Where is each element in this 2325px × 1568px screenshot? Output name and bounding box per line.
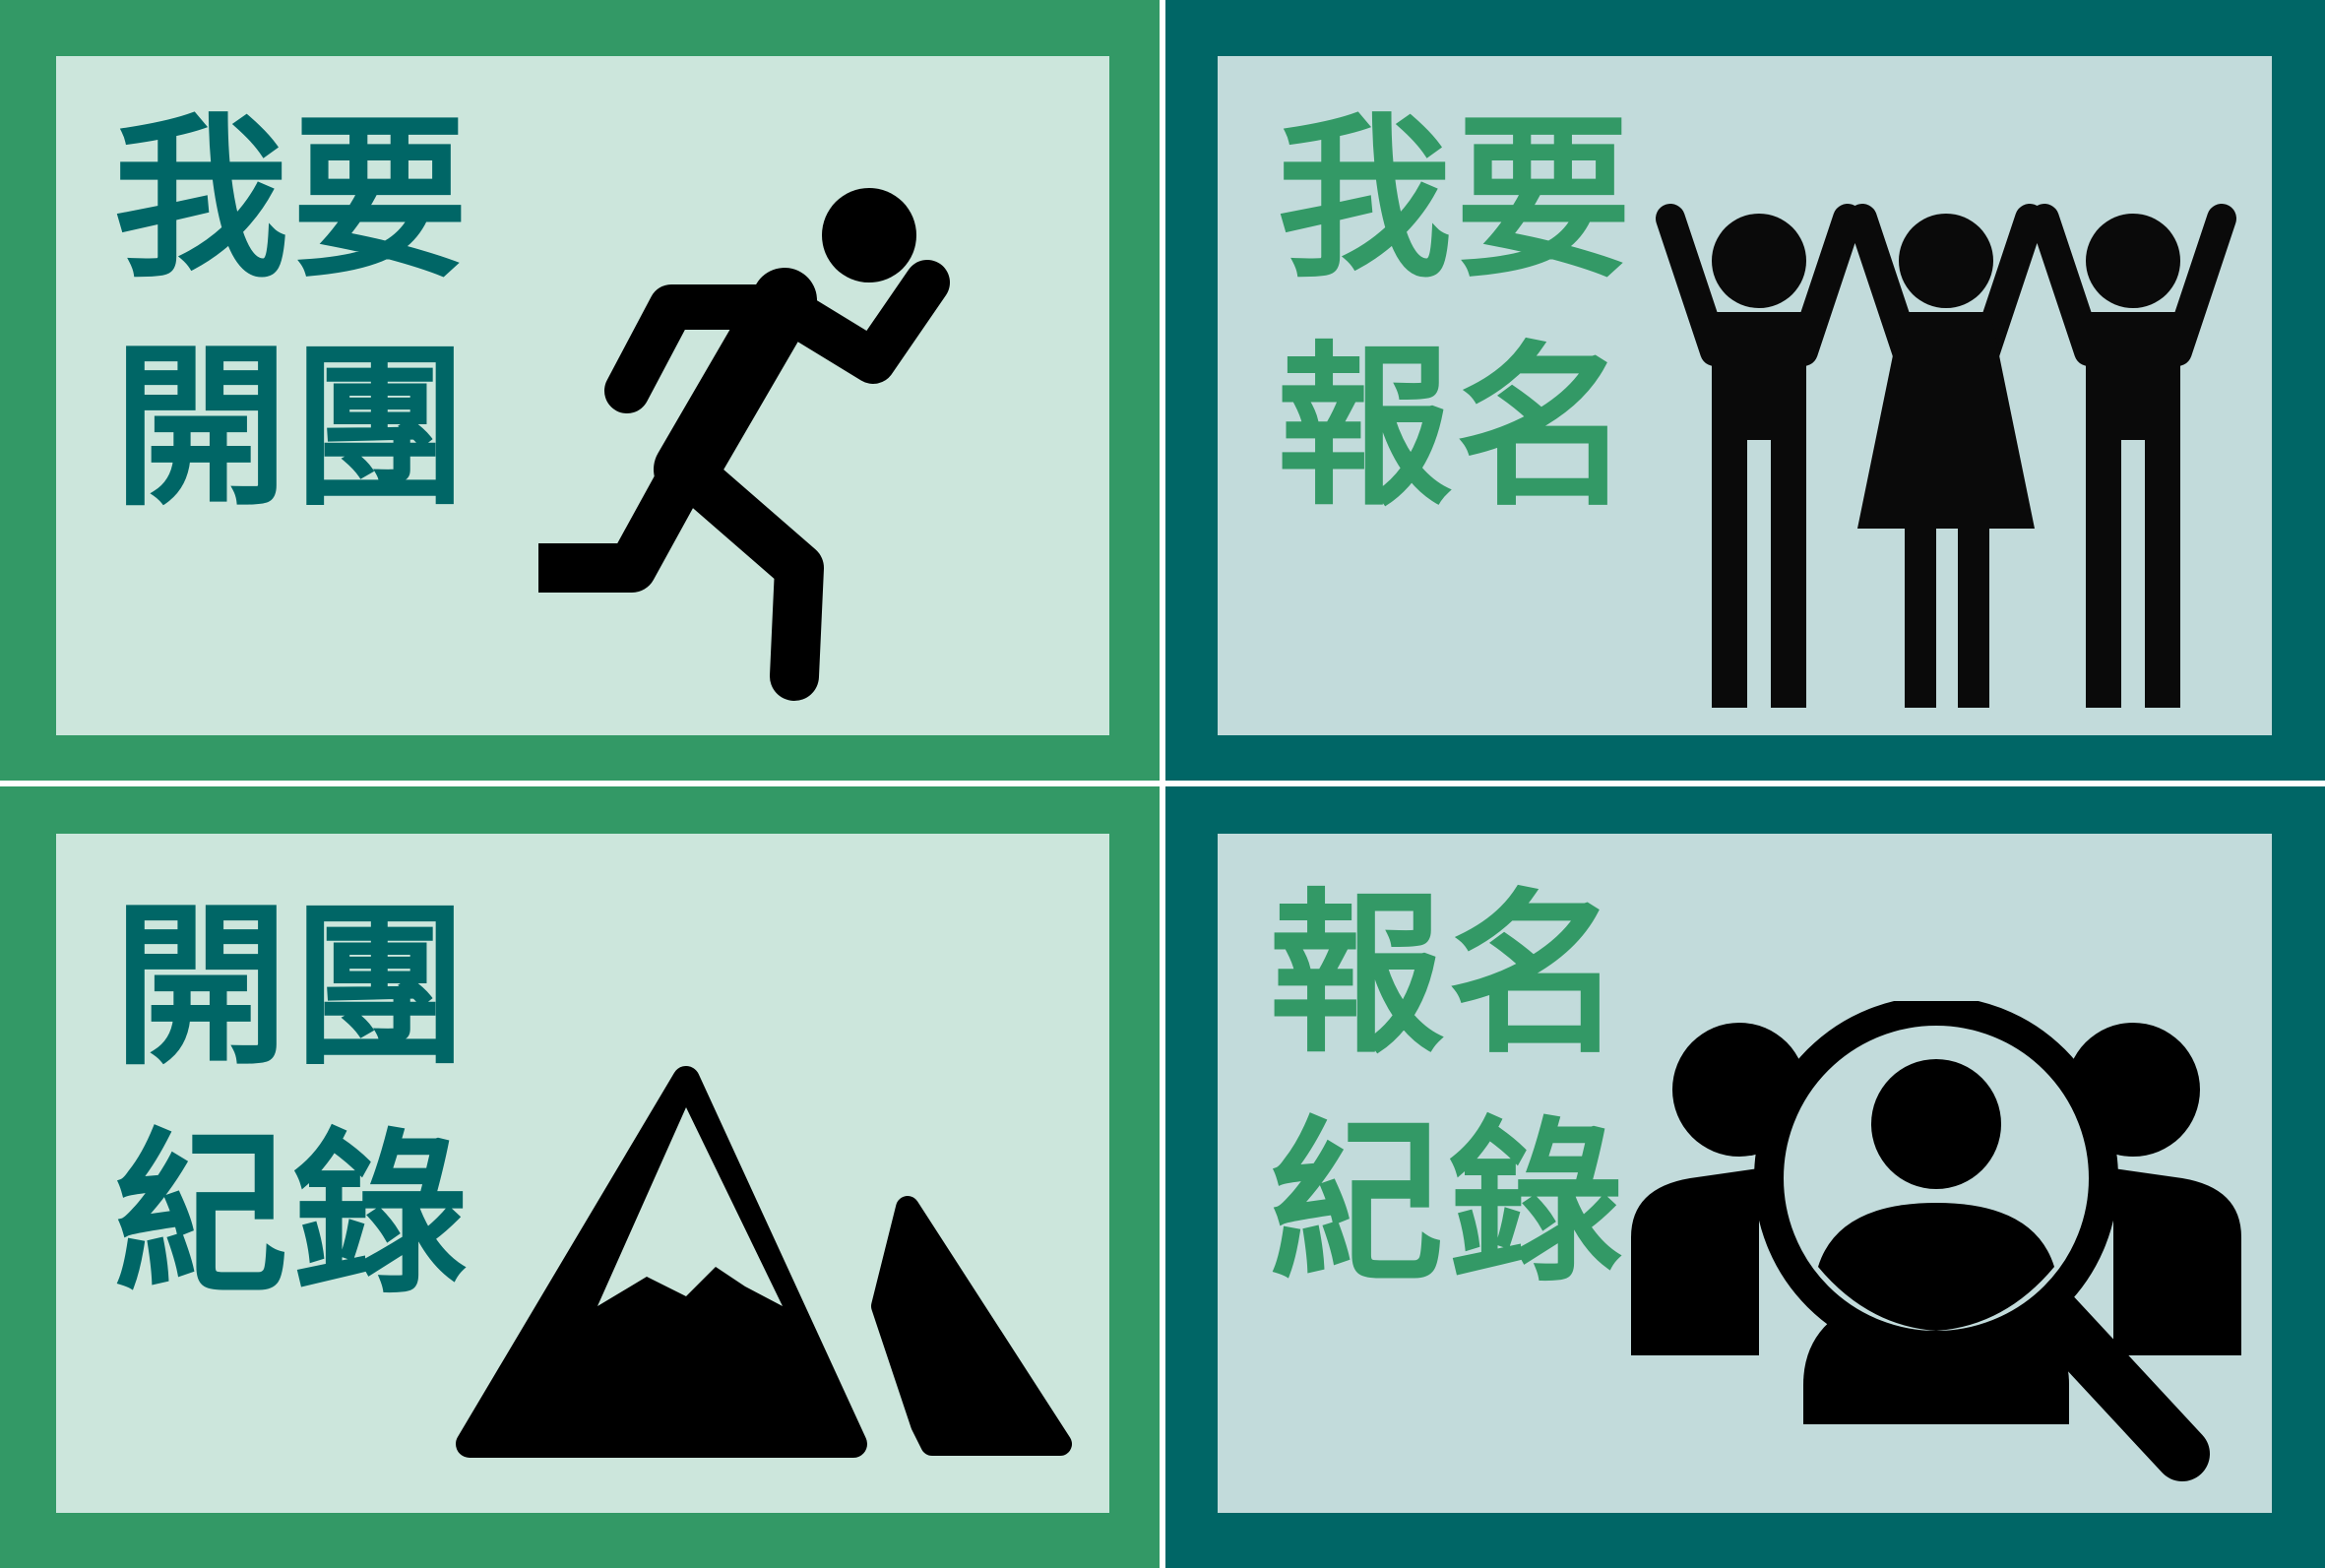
group-records-label: 開團 紀錄 bbox=[113, 873, 471, 1330]
sign-up-label-line2: 報名 bbox=[1277, 326, 1635, 530]
create-group-label-line2: 開團 bbox=[113, 326, 471, 530]
sign-up-panel: 我要 報名 bbox=[1218, 56, 2272, 735]
people-search-icon bbox=[1631, 1001, 2241, 1481]
create-group-panel: 我要 開團 bbox=[56, 56, 1109, 735]
group-records-label-line2: 紀錄 bbox=[113, 1113, 471, 1317]
group-records-button[interactable]: 開團 紀錄 bbox=[0, 786, 1160, 1568]
running-person-icon bbox=[538, 188, 950, 701]
sign-up-button[interactable]: 我要 報名 bbox=[1165, 0, 2325, 781]
create-group-label: 我要 開團 bbox=[113, 86, 471, 542]
signup-records-label-line1: 報名 bbox=[1269, 873, 1627, 1077]
signup-records-button[interactable]: 報名 紀錄 bbox=[1165, 786, 2325, 1568]
signup-records-label-line2: 紀錄 bbox=[1269, 1101, 1627, 1305]
group-records-panel: 開團 紀錄 bbox=[56, 834, 1109, 1513]
create-group-label-line1: 我要 bbox=[113, 97, 471, 301]
sign-up-label: 我要 報名 bbox=[1277, 86, 1635, 542]
group-records-label-line1: 開團 bbox=[113, 885, 471, 1089]
signup-records-panel: 報名 紀錄 bbox=[1218, 834, 2272, 1513]
sign-up-label-line1: 我要 bbox=[1277, 97, 1635, 301]
create-group-button[interactable]: 我要 開團 bbox=[0, 0, 1160, 781]
signup-records-label: 報名 紀錄 bbox=[1269, 861, 1627, 1318]
mountain-icon bbox=[456, 1066, 1072, 1458]
group-cheering-icon bbox=[1656, 204, 2236, 708]
